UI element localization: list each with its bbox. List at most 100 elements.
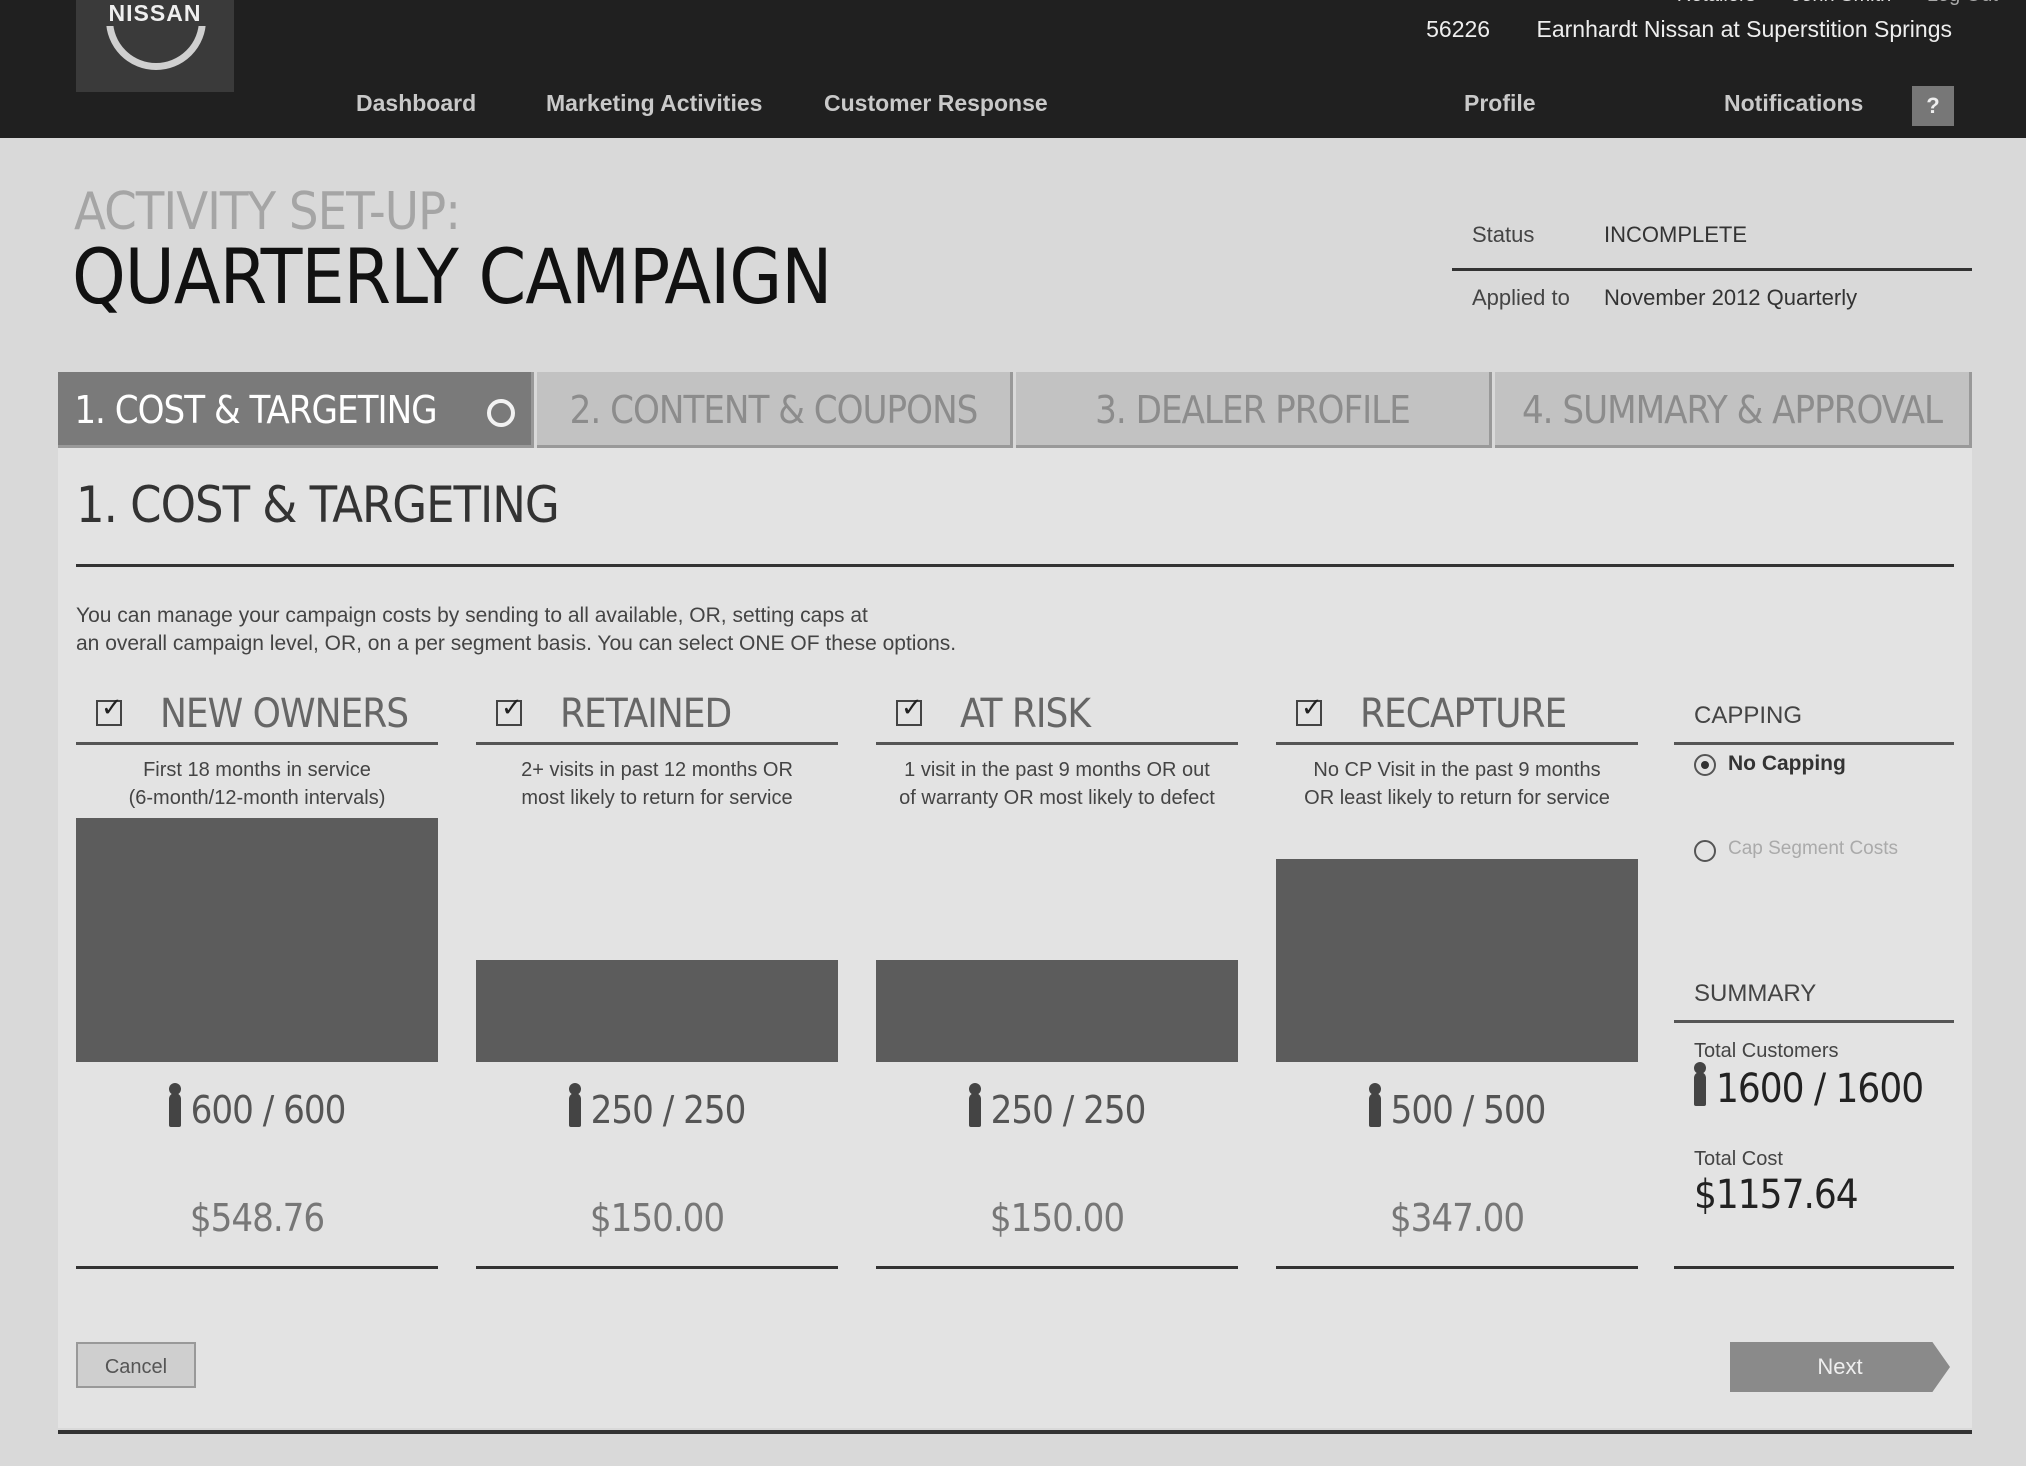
total-cost-value: $1157.64 — [1694, 1172, 1859, 1218]
user-role: Retailers — [1677, 0, 1756, 6]
segment-description: First 18 months in service (6-month/12-m… — [76, 756, 438, 812]
segment-description: 1 visit in the past 9 months OR out of w… — [876, 756, 1238, 812]
segment-divider — [876, 1266, 1238, 1269]
section-divider — [76, 564, 1954, 567]
logo-text: NISSAN — [86, 0, 224, 26]
segment-count-value: 250 / 250 — [990, 1088, 1147, 1132]
tab-label: 3. DEALER PROFILE — [1095, 388, 1411, 432]
segment-cost: $548.76 — [189, 1196, 325, 1240]
cap-segment-costs-radio[interactable] — [1694, 840, 1716, 862]
top-navigation-bar: NISSAN Retailers John Smith Log Out 5622… — [0, 0, 2026, 138]
status-value: INCOMPLETE — [1604, 222, 1748, 247]
segment-count: 250 / 250 — [476, 1083, 838, 1132]
segment-count: 500 / 500 — [1276, 1083, 1638, 1132]
total-customers: 1600 / 1600 — [1694, 1062, 1924, 1112]
segment-title: RETAINED — [560, 691, 732, 737]
dealer-line: 56226 Earnhardt Nissan at Superstition S… — [1386, 16, 1952, 43]
segment-header: ✓ RECAPTURE — [1276, 686, 1638, 745]
segment-title: RECAPTURE — [1360, 691, 1567, 737]
nav-notifications[interactable]: Notifications — [1724, 90, 1864, 116]
help-button[interactable]: ? — [1912, 86, 1954, 126]
segment-cost: $150.00 — [589, 1196, 725, 1240]
tab-summary-approval[interactable]: 4. SUMMARY & APPROVAL — [1495, 372, 1972, 448]
cost-targeting-panel: 1. COST & TARGETING You can manage your … — [58, 448, 1972, 1434]
segment-title: AT RISK — [960, 691, 1091, 737]
segment-bar — [1276, 859, 1638, 1062]
summary-header: SUMMARY — [1674, 964, 1954, 1023]
cap-segment-costs-label[interactable]: Cap Segment Costs — [1728, 838, 1899, 859]
status-block: Status INCOMPLETE Applied to November 20… — [1452, 208, 1972, 331]
checkbox-checked-icon[interactable]: ✓ — [896, 692, 923, 726]
logo-ring-icon — [106, 0, 206, 70]
capping-title: CAPPING — [1694, 702, 1803, 729]
person-icon — [1694, 1062, 1706, 1106]
summary-divider — [1674, 1266, 1954, 1269]
tab-label: 4. SUMMARY & APPROVAL — [1521, 388, 1943, 432]
dealer-code: 56226 — [1426, 16, 1491, 42]
section-title: 1. COST & TARGETING — [76, 476, 560, 534]
instructions-line: You can manage your campaign costs by se… — [76, 604, 868, 627]
nav-profile[interactable]: Profile — [1464, 90, 1536, 116]
tab-label: 2. CONTENT & COUPONS — [569, 388, 979, 432]
checkbox-checked-icon[interactable]: ✓ — [496, 692, 523, 726]
segment-count-value: 600 / 600 — [190, 1088, 347, 1132]
capping-summary-column: CAPPING No Capping Cap Segment Costs SUM… — [1674, 686, 1954, 1306]
tab-dealer-profile[interactable]: 3. DEALER PROFILE — [1016, 372, 1492, 448]
total-cost-label: Total Cost — [1694, 1148, 1783, 1170]
tab-content-coupons[interactable]: 2. CONTENT & COUPONS — [537, 372, 1013, 448]
segment-bar — [476, 960, 838, 1062]
nav-dashboard[interactable]: Dashboard — [356, 90, 477, 116]
segment-count: 250 / 250 — [876, 1083, 1238, 1132]
segment-recapture: ✓ RECAPTURE No CP Visit in the past 9 mo… — [1276, 686, 1638, 1306]
page-title: QUARTERLY CAMPAIGN — [72, 232, 832, 321]
logout-link[interactable]: Log Out — [1927, 0, 1998, 6]
segment-description-line: 2+ visits in past 12 months OR — [521, 759, 793, 781]
status-label: Status — [1472, 222, 1535, 247]
segment-bar-area — [876, 818, 1238, 1062]
segment-divider — [1276, 1266, 1638, 1269]
nav-marketing-activities[interactable]: Marketing Activities — [546, 90, 763, 116]
segment-description-line: First 18 months in service — [143, 759, 371, 781]
dealer-name: Earnhardt Nissan at Superstition Springs — [1536, 16, 1953, 42]
segment-bar-area — [476, 818, 838, 1062]
segment-description-line: OR least likely to return for service — [1304, 787, 1610, 809]
segment-bar — [76, 818, 438, 1062]
activity-setup-label: ACTIVITY SET-UP: — [74, 182, 461, 242]
checkbox-checked-icon[interactable]: ✓ — [96, 692, 123, 726]
segment-divider — [76, 1266, 438, 1269]
segment-retained: ✓ RETAINED 2+ visits in past 12 months O… — [476, 686, 838, 1306]
segment-description-line: of warranty OR most likely to defect — [899, 787, 1215, 809]
segment-count-value: 500 / 500 — [1390, 1088, 1547, 1132]
nav-customer-response[interactable]: Customer Response — [824, 90, 1048, 116]
person-icon — [168, 1083, 181, 1127]
segment-count: 600 / 600 — [76, 1083, 438, 1132]
applied-label: Applied to — [1472, 285, 1570, 310]
summary-title: SUMMARY — [1694, 980, 1817, 1007]
segment-header: ✓ AT RISK — [876, 686, 1238, 745]
tab-label: 1. COST & TARGETING — [74, 388, 437, 432]
segment-at-risk: ✓ AT RISK 1 visit in the past 9 months O… — [876, 686, 1238, 1306]
no-capping-radio[interactable] — [1694, 754, 1716, 776]
user-name: John Smith — [1791, 0, 1891, 6]
no-capping-label[interactable]: No Capping — [1728, 752, 1846, 775]
person-icon — [568, 1083, 581, 1127]
segment-bar — [876, 960, 1238, 1062]
segment-description-line: most likely to return for service — [521, 787, 793, 809]
applied-row: Applied to November 2012 Quarterly — [1452, 271, 1972, 331]
next-button[interactable]: Next — [1730, 1342, 1950, 1392]
total-customers-label: Total Customers — [1694, 1040, 1839, 1062]
segment-header: ✓ NEW OWNERS — [76, 686, 438, 745]
segment-description: 2+ visits in past 12 months OR most like… — [476, 756, 838, 812]
person-icon — [968, 1083, 981, 1127]
segment-description-line: No CP Visit in the past 9 months — [1313, 759, 1601, 781]
segment-cost: $150.00 — [989, 1196, 1125, 1240]
cancel-button[interactable]: Cancel — [76, 1342, 196, 1388]
segment-cost: $347.00 — [1389, 1196, 1525, 1240]
segment-divider — [476, 1266, 838, 1269]
checkbox-checked-icon[interactable]: ✓ — [1296, 692, 1323, 726]
segment-bar-area — [1276, 818, 1638, 1062]
segment-count-value: 250 / 250 — [590, 1088, 747, 1132]
nissan-logo[interactable]: NISSAN — [76, 0, 234, 92]
tab-cost-targeting[interactable]: 1. COST & TARGETING — [58, 372, 534, 448]
segment-bar-area — [76, 818, 438, 1062]
